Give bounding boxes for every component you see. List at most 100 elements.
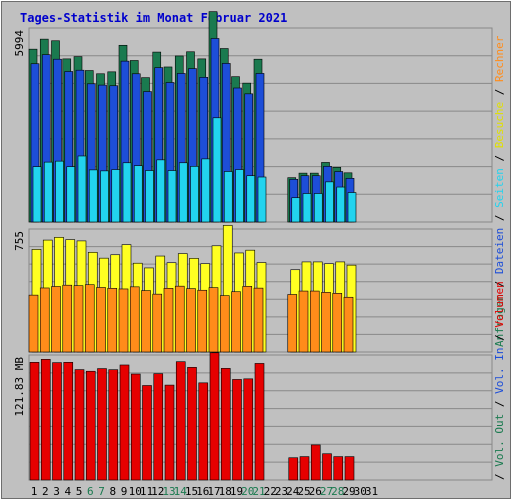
bar-rechner (163, 288, 174, 353)
bar-seiten (223, 171, 233, 223)
bar-rechner (332, 293, 343, 353)
bar-rechner (219, 295, 230, 353)
bar-rechner (242, 286, 253, 353)
x-tick-label: 21 (252, 485, 265, 498)
bar-volumen (344, 456, 355, 481)
x-tick-label: 15 (185, 485, 198, 498)
bar-volumen (119, 364, 130, 481)
bar-volumen (85, 370, 96, 481)
x-tick-label: 12 (151, 485, 164, 498)
bar-seiten (133, 165, 143, 223)
bar-seiten (178, 162, 188, 223)
x-tick-label: 25 (297, 485, 310, 498)
x-tick-label: 24 (286, 485, 300, 498)
bar-volumen (232, 379, 242, 481)
bar-rechner (287, 294, 298, 353)
bar-rechner (84, 284, 95, 353)
x-tick-label: 17 (207, 485, 220, 498)
bar-volumen (153, 373, 164, 481)
bar-volumen (164, 384, 175, 481)
x-tick-label: 20 (241, 485, 254, 498)
x-tick-label: 13 (162, 485, 175, 498)
bar-volumen (254, 363, 265, 481)
bar-rechner (96, 287, 106, 353)
bar-rechner (107, 288, 118, 353)
x-tick-label: 19 (230, 485, 243, 498)
bar-seiten (347, 192, 357, 223)
bar-seiten (212, 117, 222, 223)
bar-rechner (197, 289, 208, 353)
x-tick-label: 27 (320, 485, 333, 498)
bar-rechner (39, 287, 50, 353)
bar-volumen (97, 368, 107, 481)
bar-seiten (156, 159, 166, 223)
x-tick-label: 10 (129, 485, 142, 498)
bar-volumen (288, 457, 299, 481)
y-max-label: 121.83 MB (13, 357, 26, 417)
bar-volumen (108, 369, 119, 481)
bar-seiten (336, 186, 346, 223)
bar-rechner (51, 286, 61, 353)
x-tick-label: 30 (354, 485, 367, 498)
bar-seiten (190, 166, 199, 223)
x-tick-label: 1 (31, 485, 38, 498)
x-tick-label: 26 (309, 485, 322, 498)
bar-volumen (333, 456, 344, 481)
bar-rechner (174, 285, 185, 353)
bar-seiten (122, 162, 132, 223)
x-tick-label: 28 (331, 485, 344, 498)
bar-seiten (302, 193, 312, 223)
bar-seiten (167, 170, 177, 223)
bar-rechner (343, 296, 354, 353)
bar-volumen (29, 362, 40, 481)
bar-rechner (321, 292, 331, 353)
x-tick-label: 14 (174, 485, 188, 498)
x-tick-label: 4 (64, 485, 71, 498)
bar-seiten (257, 176, 267, 223)
x-tick-label: 29 (342, 485, 355, 498)
bar-volumen (198, 382, 209, 481)
x-tick-label: 18 (219, 485, 232, 498)
bar-seiten (77, 155, 87, 223)
bar-seiten (325, 181, 334, 223)
bar-seiten (291, 197, 301, 223)
bar-seiten (32, 166, 42, 223)
bar-seiten (88, 169, 98, 223)
bar-rechner (73, 285, 84, 353)
x-tick-label: 7 (98, 485, 105, 498)
bar-rechner (141, 290, 151, 353)
bar-volumen (187, 367, 197, 481)
bar-rechner (231, 291, 241, 353)
bar-volumen (130, 373, 141, 481)
x-tick-label: 8 (109, 485, 116, 498)
bar-seiten (66, 166, 76, 223)
bar-rechner (62, 284, 73, 353)
bar-rechner (118, 288, 129, 353)
bar-volumen (243, 378, 254, 481)
bar-rechner (186, 288, 196, 353)
y-max-label: 5994 (13, 30, 26, 57)
bar-volumen (299, 456, 310, 481)
bar-volumen (74, 369, 85, 481)
bar-rechner (298, 290, 309, 353)
bar-rechner (152, 293, 163, 353)
chart-title: Tages-Statistik im Monat Februar 2021 (20, 11, 288, 25)
x-tick-label: 11 (140, 485, 153, 498)
bar-volumen (63, 362, 74, 481)
bar-seiten (235, 169, 244, 223)
legend-hits: Anfragen / Dateien / Seiten / Besuche / … (493, 35, 506, 347)
x-tick-label: 16 (196, 485, 209, 498)
bar-rechner (208, 287, 219, 353)
x-tick-label: 31 (365, 485, 378, 498)
bar-volumen (40, 359, 51, 481)
bar-volumen (220, 368, 231, 481)
bar-rechner (309, 290, 320, 353)
y-max-label: 755 (13, 231, 26, 251)
bar-rechner (253, 287, 264, 353)
bar-seiten (201, 158, 211, 223)
bar-volumen (310, 444, 321, 481)
bar-volumen (322, 453, 332, 481)
legend-volume: / Vol. Out / Vol. In / Volumen (493, 281, 506, 480)
